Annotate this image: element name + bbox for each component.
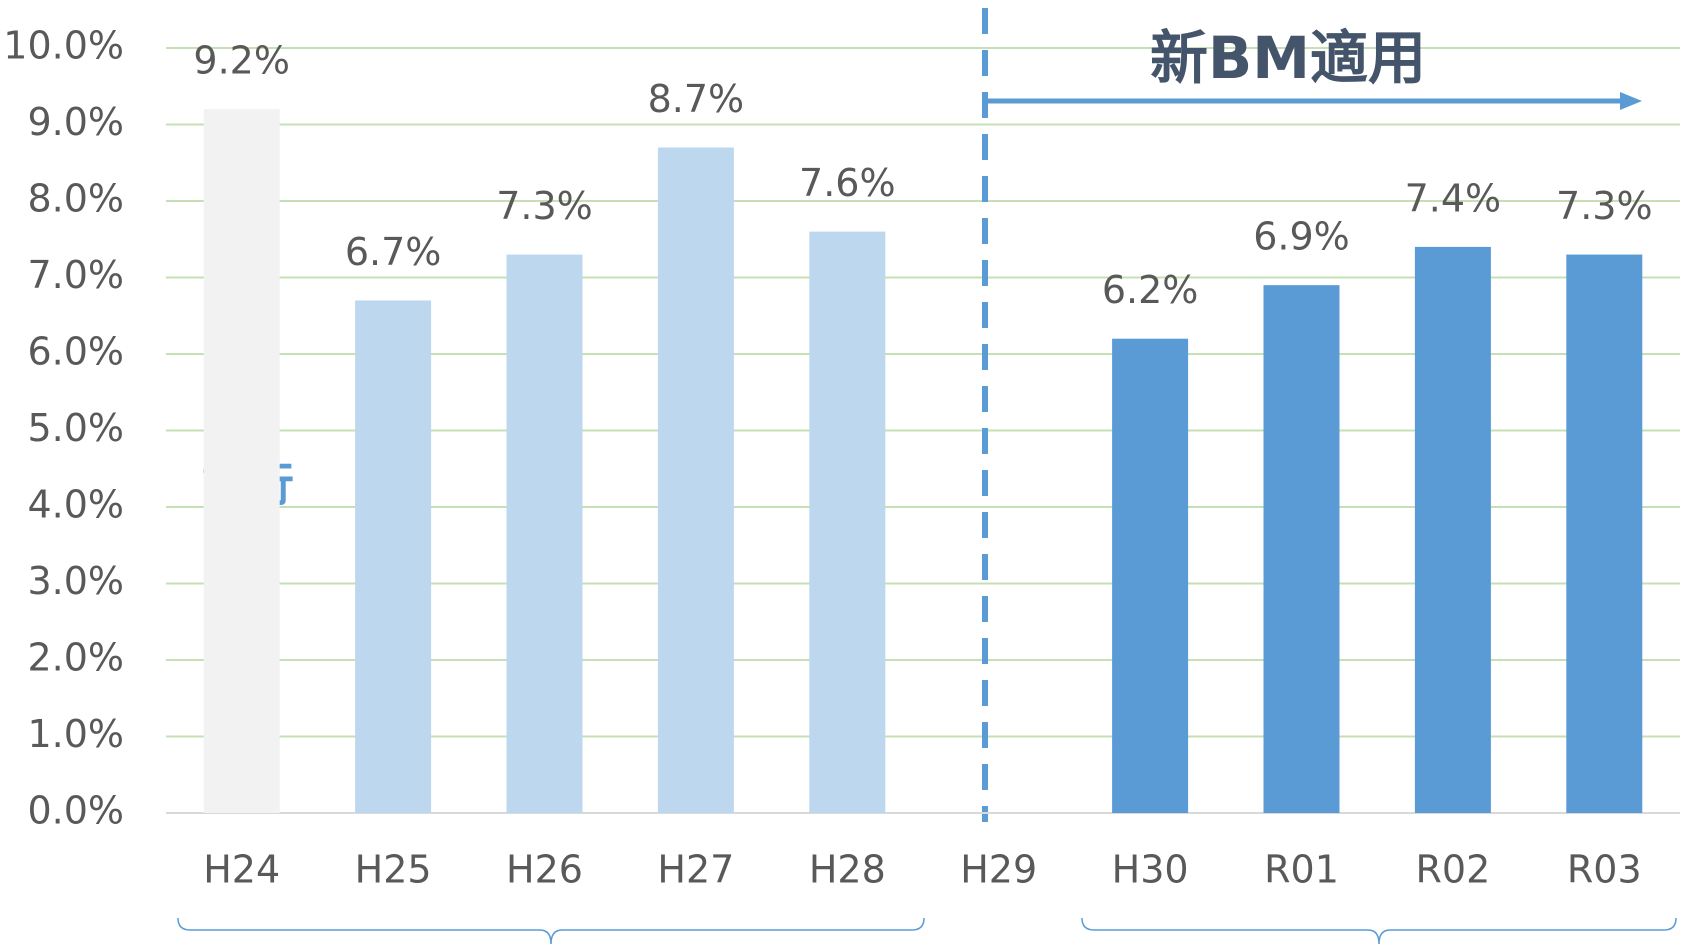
data-label: 8.7% <box>648 77 745 121</box>
y-tick-label: 4.0% <box>27 483 124 527</box>
y-tick-label: 6.0% <box>27 330 124 374</box>
x-tick-label: H29 <box>960 848 1037 892</box>
data-label: 6.9% <box>1253 215 1350 259</box>
annotation: 新BM適用 <box>1150 24 1426 92</box>
bar <box>1414 246 1491 813</box>
bar <box>1112 338 1189 813</box>
x-tick-label: R02 <box>1416 848 1491 892</box>
data-label: 6.7% <box>345 230 442 274</box>
bar <box>809 231 886 814</box>
y-tick-label: 7.0% <box>27 253 124 297</box>
x-tick-label: H24 <box>203 848 280 892</box>
y-tick-label: 8.0% <box>27 177 124 221</box>
bar <box>1566 254 1643 814</box>
y-tick-label: 3.0% <box>27 559 124 603</box>
x-tick-label: H26 <box>506 848 583 892</box>
arrow-head <box>1620 92 1642 110</box>
y-tick-label: 2.0% <box>27 636 124 680</box>
y-tick-label: 0.0% <box>27 789 124 833</box>
x-tick-label: H28 <box>809 848 886 892</box>
data-label: 7.4% <box>1405 176 1502 220</box>
brace <box>1081 917 1677 945</box>
y-tick-label: 9.0% <box>27 100 124 144</box>
y-tick-label: 5.0% <box>27 406 124 450</box>
bar <box>355 300 432 813</box>
x-tick-label: R03 <box>1567 848 1642 892</box>
data-label: 7.3% <box>1556 184 1653 228</box>
bar <box>506 254 583 814</box>
x-tick-label: H30 <box>1112 848 1189 892</box>
x-tick-label: H27 <box>657 848 734 892</box>
data-label: 7.3% <box>496 184 593 228</box>
bar <box>657 147 734 813</box>
bar <box>203 109 280 813</box>
data-label: 9.2% <box>193 39 290 83</box>
y-tick-label: 10.0% <box>3 24 124 68</box>
data-label: 6.2% <box>1102 268 1199 312</box>
data-label: 7.6% <box>799 161 896 205</box>
brace <box>177 917 925 945</box>
x-tick-label: R01 <box>1264 848 1339 892</box>
y-tick-label: 1.0% <box>27 712 124 756</box>
x-tick-label: H25 <box>355 848 432 892</box>
bar <box>1263 285 1340 813</box>
